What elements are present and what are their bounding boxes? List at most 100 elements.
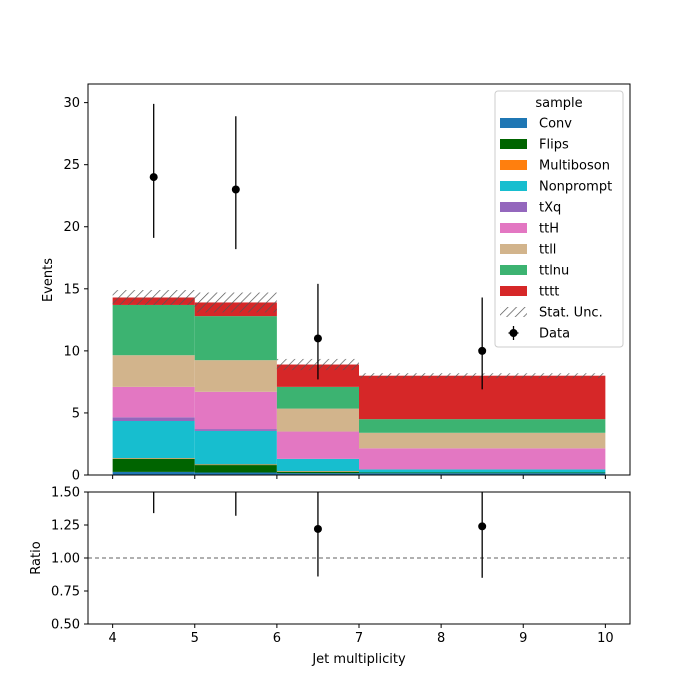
ratio-point (313, 492, 322, 577)
bar-nonprompt-bin-3 (359, 469, 606, 473)
legend-item-txq: tXq (500, 201, 561, 216)
legend-label: tttt (539, 285, 559, 300)
bar-nonprompt-bin-1 (194, 430, 277, 465)
legend-label: Multiboson (539, 159, 610, 174)
legend-item-flips: Flips (500, 138, 569, 153)
bar-txq-bin-1 (194, 429, 277, 431)
legend-label: Conv (539, 117, 572, 132)
ratio-y-tick-label: 1.00 (51, 552, 80, 567)
legend-label: Stat. Unc. (539, 306, 603, 321)
legend-item-tth: ttH (500, 222, 559, 237)
legend-item-tttt: tttt (500, 285, 559, 300)
ratio-y-tick-label: 0.75 (51, 585, 80, 600)
data-marker (313, 334, 322, 343)
bar-ttlnu-bin-3 (359, 419, 606, 433)
x-tick-label: 7 (355, 631, 363, 646)
ratio-y-axis-label: Ratio (29, 541, 44, 574)
ratio-marker (150, 475, 158, 483)
data-points (149, 103, 487, 390)
bar-conv-bin-2 (276, 473, 359, 475)
legend-box (494, 90, 624, 348)
legend-label: Nonprompt (539, 180, 612, 195)
ratio-frame (87, 491, 631, 625)
bar-ttlnu-bin-1 (194, 316, 277, 361)
bar-flips-bin-0 (112, 458, 195, 472)
stat-unc-band-bin-1 (194, 292, 277, 313)
bar-flips-bin-2 (276, 471, 359, 474)
bar-ttlnu-bin-0 (112, 304, 195, 356)
legend-item-multiboson: Multiboson (500, 159, 610, 174)
legend-label: Flips (539, 138, 569, 153)
ratio-y-tick-label: 0.50 (51, 618, 80, 633)
legend-item-conv: Conv (500, 117, 572, 132)
main-y-tick-label: 10 (63, 344, 80, 359)
bar-txq-bin-0 (112, 417, 195, 422)
bar-tth-bin-1 (194, 391, 277, 430)
bar-tth-bin-0 (112, 386, 195, 418)
stat-unc-band-bin-0 (112, 290, 195, 305)
legend-swatch-hatch (500, 307, 527, 317)
data-marker (231, 185, 240, 194)
legend-swatch (500, 139, 527, 149)
legend-item-ttlnu: ttlnu (500, 264, 569, 279)
legend-swatch (500, 160, 527, 170)
ratio-points (150, 475, 487, 578)
legend-item-ttll: ttll (500, 243, 556, 258)
main-x-ticks (112, 475, 606, 479)
main-panel: 0 5 10 15 20 25 30 Events (41, 83, 631, 484)
bar-ttll-bin-3 (359, 432, 606, 449)
main-y-tick-label: 0 (72, 469, 80, 484)
bar-nonprompt-bin-0 (112, 421, 195, 459)
legend-title: sample (535, 96, 582, 111)
main-y-tick-label: 25 (63, 158, 80, 173)
ratio-y-axis: 0.50 0.75 1.00 1.25 1.50 (51, 486, 88, 633)
legend-items: Conv Flips Multiboson Nonprompt tXq ttH ttll tt… (500, 117, 612, 342)
legend-swatch (500, 181, 527, 191)
bar-ttll-bin-0 (112, 355, 195, 387)
data-marker (478, 346, 487, 355)
x-tick-label: 9 (519, 631, 527, 646)
bar-multiboson-bin-0 (112, 458, 195, 459)
bar-ttlnu-bin-2 (276, 386, 359, 409)
bar-nonprompt-bin-2 (276, 458, 359, 472)
data-marker (149, 173, 158, 182)
legend-data-marker (509, 329, 518, 337)
bar-conv-bin-3 (359, 473, 606, 475)
main-y-axis-label: Events (41, 258, 56, 302)
data-point (231, 116, 240, 250)
data-point (149, 103, 158, 238)
ratio-marker (313, 524, 322, 533)
legend-label: ttH (539, 222, 559, 237)
x-axis-label: Jet multiplicity (311, 652, 406, 667)
legend-swatch (500, 286, 527, 296)
bar-conv-bin-0 (112, 471, 195, 475)
legend-label: tXq (539, 201, 561, 216)
bar-flips-bin-1 (194, 465, 277, 473)
bar-tth-bin-2 (276, 431, 359, 459)
legend-swatch (500, 223, 527, 233)
legend-item-nonprompt: Nonprompt (500, 180, 612, 195)
x-tick-label: 5 (191, 631, 199, 646)
legend-swatch (500, 118, 527, 128)
stacked-bars (112, 297, 606, 475)
legend-swatch (500, 265, 527, 275)
ratio-y-tick-label: 1.25 (51, 519, 80, 534)
main-y-tick-label: 15 (63, 282, 80, 297)
ratio-y-tick-label: 1.50 (51, 486, 80, 501)
ratio-x-axis: 4 5 6 7 8 9 10 (108, 624, 614, 646)
bar-ttll-bin-1 (194, 360, 277, 392)
bar-flips-bin-3 (359, 472, 606, 474)
ratio-point (478, 492, 487, 578)
x-tick-label: 6 (273, 631, 281, 646)
main-y-axis: 0 5 10 15 20 25 30 (63, 96, 88, 484)
ratio-point (232, 479, 240, 516)
ratio-marker (232, 479, 240, 487)
ratio-point (150, 475, 158, 514)
bar-tth-bin-3 (359, 448, 606, 470)
x-tick-label: 8 (437, 631, 445, 646)
bar-multiboson-bin-2 (276, 471, 359, 472)
x-tick-label: 4 (108, 631, 116, 646)
legend-label: ttlnu (539, 264, 569, 279)
ratio-panel: 0.50 0.75 1.00 1.25 1.50 4 5 6 7 8 9 10 Ratio Jet … (29, 475, 631, 667)
